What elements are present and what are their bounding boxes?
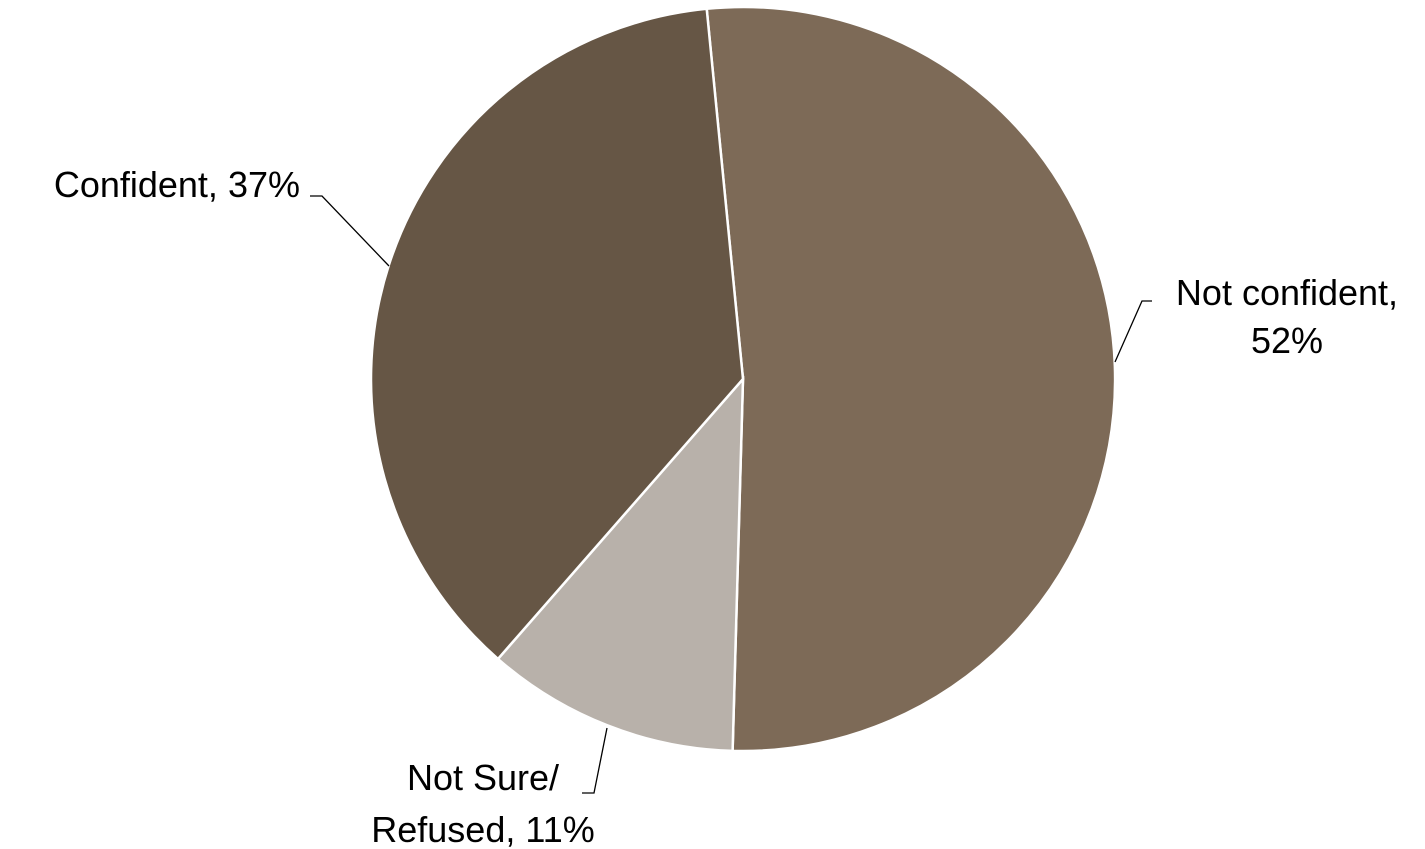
leader-line-not-sure-refused — [582, 727, 608, 794]
leader-line-confident — [310, 195, 390, 267]
data-label-line: Not Sure/ — [407, 757, 559, 798]
data-label-line: 52% — [1251, 320, 1323, 361]
data-label-line: Not confident, — [1176, 272, 1398, 313]
data-label-confident: Confident, 37% — [54, 164, 300, 205]
data-labels: Not confident, 52% Not Sure/Refused, 11% Co… — [54, 164, 1398, 849]
data-label-line: Confident, 37% — [54, 164, 300, 205]
data-label-line: Refused, 11% — [371, 809, 594, 849]
data-label-not-confident: Not confident, 52% — [1176, 272, 1398, 361]
leader-line-not-confident — [1114, 300, 1152, 363]
pie-slice-not-confident — [705, 5, 1117, 753]
data-label-not-sure-refused: Not Sure/Refused, 11% — [371, 757, 594, 849]
pie-slice-not-sure-refused — [496, 375, 745, 753]
leader-lines — [310, 195, 1152, 794]
pie-slices — [369, 5, 1117, 753]
